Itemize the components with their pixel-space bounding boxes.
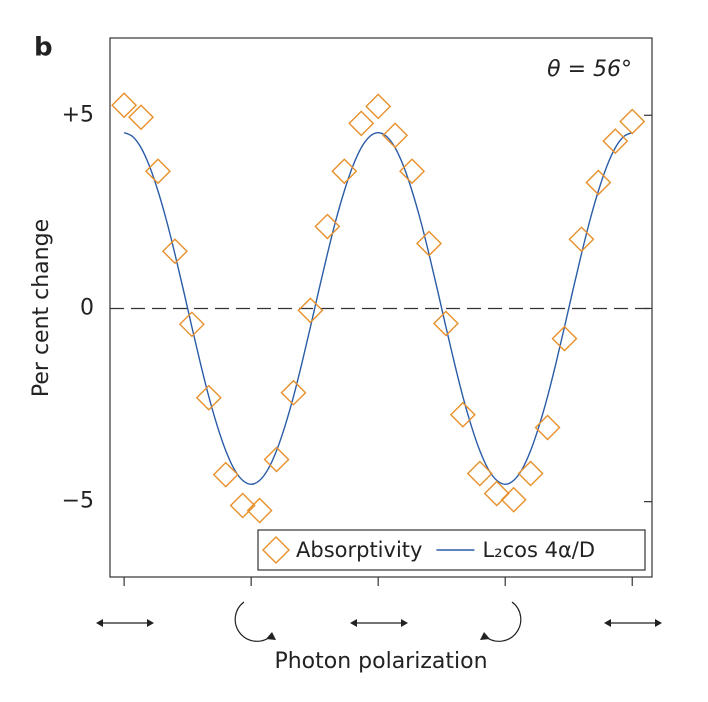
circular-polarization-icon: [480, 601, 522, 642]
data-point: [212, 461, 239, 488]
data-point: [568, 226, 595, 253]
data-point: [195, 384, 222, 411]
data-point: [314, 213, 341, 240]
linear-polarization-icon: [604, 619, 662, 627]
data-point: [365, 93, 392, 120]
legend-marker: [262, 536, 290, 564]
fit-line: [123, 131, 633, 485]
panel-label: b: [34, 33, 53, 63]
circular-polarization-icon: [234, 601, 276, 642]
data-point: [246, 497, 273, 524]
data-point: [534, 414, 561, 441]
legend-label: Absorptivity: [296, 538, 422, 562]
data-point: [449, 401, 476, 428]
legend-label: L₂cos 4α/D: [482, 538, 595, 562]
legend: Absorptivity L₂cos 4α/D: [257, 529, 646, 571]
y-tick-label: −5: [62, 489, 94, 514]
y-tick-label: +5: [62, 102, 94, 127]
y-axis-label: Per cent change: [29, 219, 54, 397]
x-axis-label: Photon polarization: [274, 649, 487, 674]
data-point: [348, 110, 375, 137]
data-point: [517, 460, 544, 487]
data-point: [331, 158, 358, 185]
data-point: [619, 108, 646, 135]
data-point: [602, 128, 629, 155]
data-point: [263, 446, 290, 473]
data-point: [297, 297, 324, 324]
data-point: [585, 169, 612, 196]
data-point: [229, 492, 256, 519]
data-point: [399, 158, 426, 185]
y-tick-label: 0: [80, 295, 94, 320]
data-point: [551, 325, 578, 352]
plot-frame: [109, 37, 653, 578]
linear-polarization-icon: [96, 619, 154, 627]
data-point: [432, 310, 459, 337]
data-point: [280, 379, 307, 406]
data-point: [178, 311, 205, 338]
data-point: [500, 486, 527, 513]
data-point: [416, 230, 442, 257]
data-point: [382, 122, 409, 149]
data-point: [483, 480, 510, 507]
data-point: [161, 238, 188, 265]
data-point: [466, 460, 493, 487]
data-point: [111, 92, 138, 119]
data-point: [145, 158, 171, 185]
linear-polarization-icon: [350, 619, 408, 627]
data-point: [128, 104, 155, 131]
polarization-icons: [96, 601, 662, 642]
annotation: θ = 56°: [547, 57, 632, 82]
